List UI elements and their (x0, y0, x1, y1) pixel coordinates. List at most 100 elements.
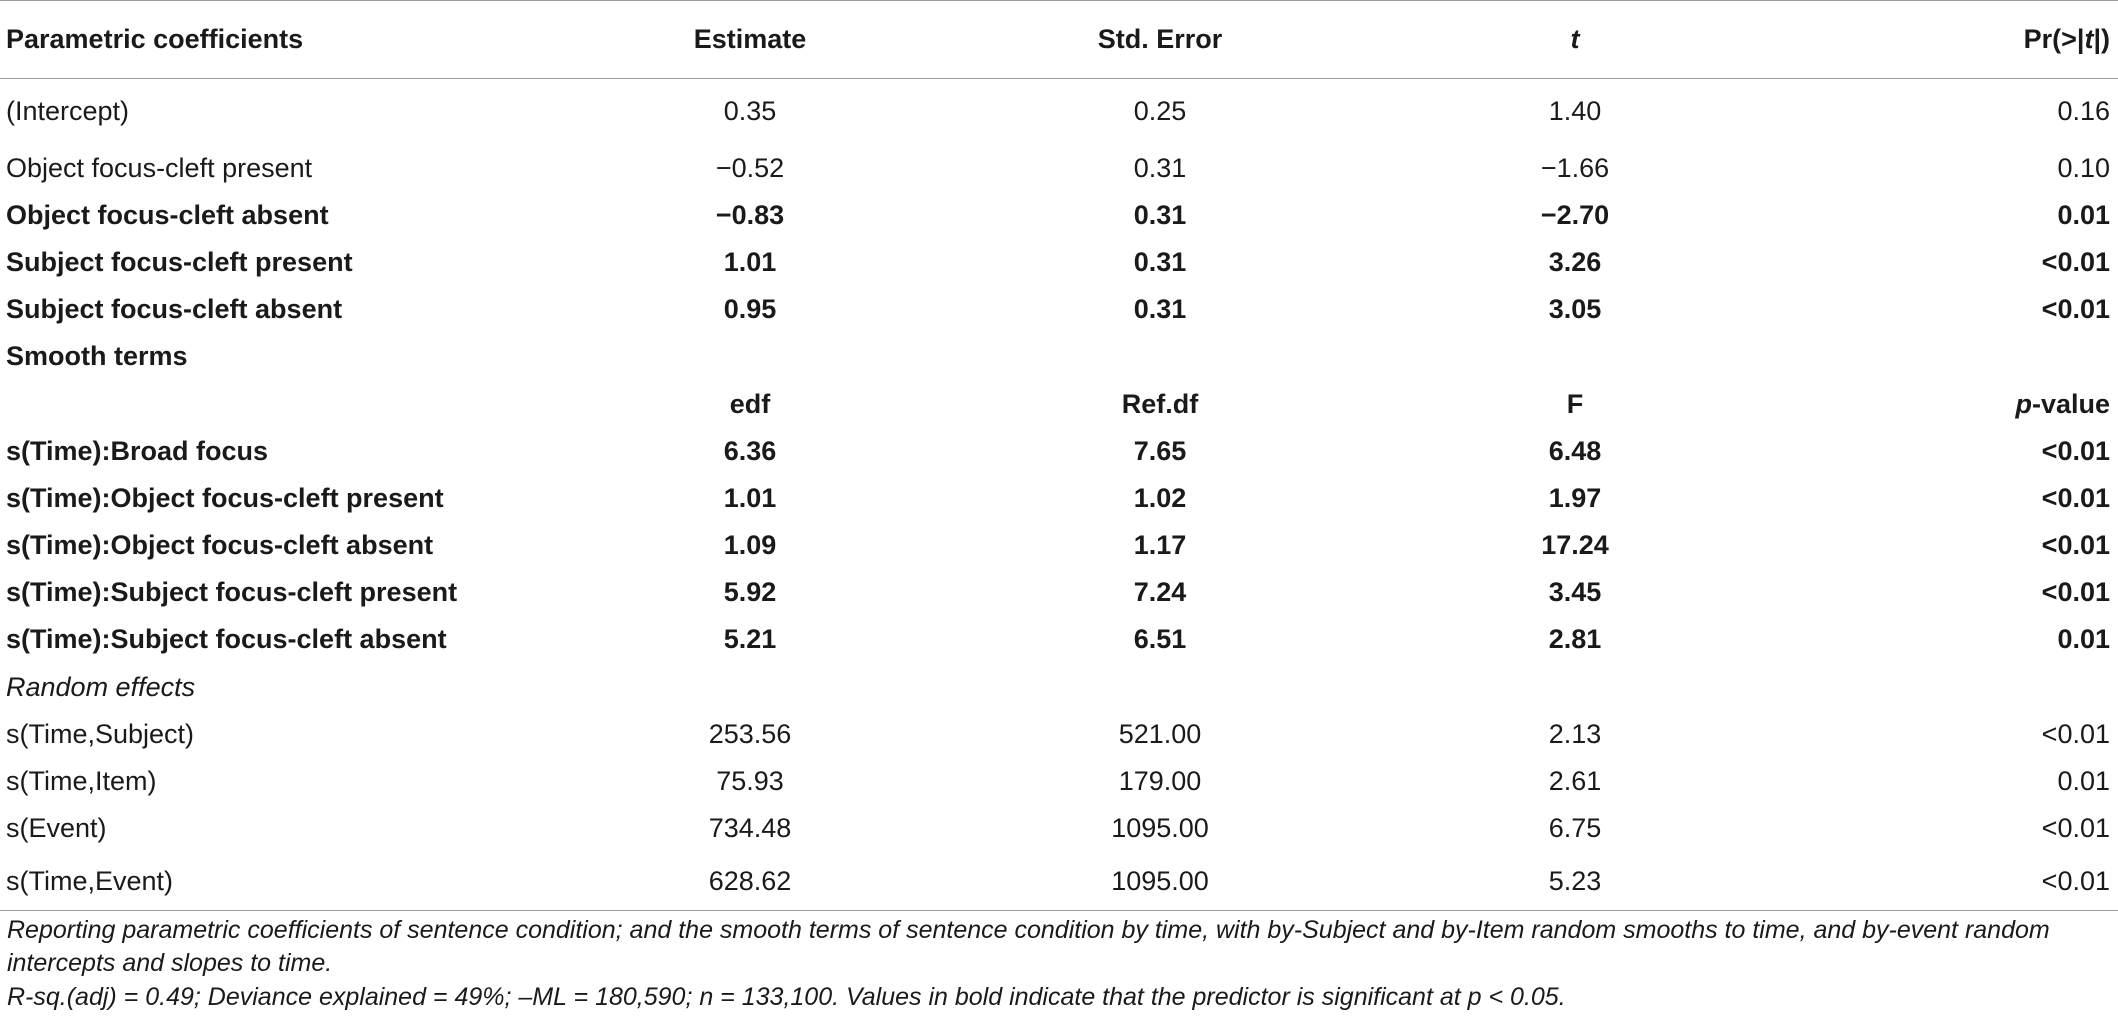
row-label: Subject focus-cleft absent (6, 294, 343, 325)
t-cell: 3.05 (1548, 294, 1602, 325)
row-label: (Intercept) (6, 96, 130, 127)
f-cell: 2.61 (1548, 766, 1602, 797)
f-cell: 17.24 (1541, 530, 1609, 561)
p-cell: <0.01 (1770, 852, 2118, 911)
row-label: s(Time):Object focus-cleft absent (6, 530, 434, 561)
table-row: Subject focus-cleft present 1.01 0.31 3.26 <… (0, 239, 2118, 286)
edf-cell: 75.93 (716, 766, 784, 797)
p-cell: 0.01 (2057, 624, 2110, 655)
t-cell: −2.70 (1540, 199, 1610, 230)
table-row: s(Time):Broad focus 6.36 7.65 6.48 <0.01 (0, 428, 2118, 475)
table-row: Object focus-cleft absent −0.83 0.31 −2.70 0… (0, 192, 2118, 239)
f-cell: 2.13 (1548, 718, 1602, 749)
f-cell: 6.75 (1548, 813, 1602, 844)
table-header-row: Parametric coefficients Estimate Std. Er… (0, 0, 2118, 79)
p-cell: <0.01 (2041, 813, 2110, 844)
ref-df-cell: 1.02 (1133, 482, 1187, 513)
row-label: s(Event) (6, 813, 107, 844)
std-error-cell: 0.31 (1133, 294, 1187, 325)
header-std-error: Std. Error (940, 0, 1380, 79)
std-error-cell: 0.31 (1133, 199, 1187, 230)
ref-df-cell: 1.17 (1133, 530, 1187, 561)
f-cell: 1.97 (1548, 482, 1602, 513)
header-f: F (1566, 388, 1584, 419)
results-table-container: Parametric coefficients Estimate Std. Er… (0, 0, 2118, 911)
table-row: s(Time):Subject focus-cleft absent 5.21 6.… (0, 616, 2118, 663)
smooth-terms-section-row: Smooth terms (0, 333, 2118, 380)
header-p-t: t (2084, 24, 2094, 54)
std-error-cell: 0.25 (1133, 96, 1187, 127)
ref-df-cell: 1095.00 (1111, 813, 1209, 844)
ref-df-cell: 1095.00 (940, 852, 1380, 911)
table-row: s(Time):Object focus-cleft absent 1.09 1.1… (0, 522, 2118, 569)
p-cell: 0.16 (2057, 96, 2110, 127)
f-cell: 3.45 (1548, 577, 1602, 608)
p-cell: <0.01 (2041, 294, 2110, 325)
row-label: s(Time):Subject focus-cleft present (6, 577, 458, 608)
p-cell: 0.10 (2057, 152, 2110, 183)
table-row: Object focus-cleft present −0.52 0.31 −1.66… (0, 145, 2118, 192)
row-label: s(Time,Event) (0, 852, 560, 911)
f-cell: 6.48 (1548, 435, 1602, 466)
edf-cell: 734.48 (708, 813, 792, 844)
estimate-cell: −0.83 (715, 199, 785, 230)
note-line-1: Reporting parametric coefficients of sen… (7, 916, 2050, 977)
edf-cell: 5.21 (723, 624, 777, 655)
table-row: (Intercept) 0.35 0.25 1.40 0.16 (0, 79, 2118, 145)
results-table: Parametric coefficients Estimate Std. Er… (0, 0, 2118, 911)
header-smooth-p-value: p-value (1770, 380, 2118, 427)
header-estimate: Estimate (560, 0, 940, 79)
table-row: s(Time):Object focus-cleft present 1.01 1.… (0, 475, 2118, 522)
table-row: s(Event) 734.48 1095.00 6.75 <0.01 (0, 805, 2118, 852)
ref-df-cell: 179.00 (1118, 766, 1202, 797)
p-cell: 0.01 (2057, 199, 2110, 230)
p-cell: <0.01 (2041, 718, 2110, 749)
ref-df-cell: 7.65 (1133, 435, 1187, 466)
table-row: Subject focus-cleft absent 0.95 0.31 3.05 <0… (0, 286, 2118, 333)
row-label: s(Time,Subject) (6, 718, 195, 749)
smooth-terms-label: Smooth terms (6, 341, 188, 372)
header-parametric-coefficients: Parametric coefficients (0, 0, 560, 79)
estimate-cell: 0.35 (723, 96, 777, 127)
row-label: s(Time):Object focus-cleft present (6, 482, 444, 513)
edf-cell: 1.01 (723, 482, 777, 513)
t-cell: 1.40 (1548, 96, 1602, 127)
random-effects-label: Random effects (6, 671, 196, 702)
table-body: (Intercept) 0.35 0.25 1.40 0.16 Object focus-… (0, 79, 2118, 911)
p-cell: <0.01 (2041, 246, 2110, 277)
header-t: t (1380, 0, 1770, 79)
p-cell: <0.01 (2041, 482, 2110, 513)
ref-df-cell: 7.24 (1133, 577, 1187, 608)
p-cell: <0.01 (2041, 530, 2110, 561)
estimate-cell: 1.01 (723, 246, 777, 277)
t-cell: 3.26 (1548, 246, 1602, 277)
table-row: s(Time,Subject) 253.56 521.00 2.13 <0.01 (0, 711, 2118, 758)
f-cell: 5.23 (1380, 852, 1770, 911)
estimate-cell: −0.52 (715, 152, 785, 183)
header-p-pre: Pr(>| (2023, 24, 2085, 54)
f-cell: 2.81 (1548, 624, 1602, 655)
row-label: Object focus-cleft absent (6, 199, 329, 230)
row-label: s(Time):Subject focus-cleft absent (6, 624, 447, 655)
header-p-value: Pr(>|t|) (1770, 0, 2118, 79)
random-effects-section-row: Random effects (0, 664, 2118, 711)
header-edf: edf (729, 388, 771, 419)
table-row: s(Time,Event) 628.62 1095.00 5.23 <0.01 (0, 852, 2118, 911)
table-notes: Reporting parametric coefficients of sen… (0, 914, 2117, 1014)
header-p-post: |) (2093, 24, 2110, 54)
std-error-cell: 0.31 (1133, 246, 1187, 277)
ref-df-cell: 521.00 (1118, 718, 1202, 749)
table-row: s(Time,Item) 75.93 179.00 2.61 0.01 (0, 758, 2118, 805)
std-error-cell: 0.31 (1133, 152, 1187, 183)
p-cell: <0.01 (2041, 435, 2110, 466)
p-cell: <0.01 (2041, 577, 2110, 608)
smooth-header-blank (0, 380, 560, 427)
estimate-cell: 0.95 (723, 294, 777, 325)
edf-cell: 628.62 (560, 852, 940, 911)
ref-df-cell: 6.51 (1133, 624, 1187, 655)
t-cell: −1.66 (1540, 152, 1610, 183)
row-label: s(Time,Item) (6, 766, 157, 797)
p-cell: 0.01 (2057, 766, 2110, 797)
note-line-2: R-sq.(adj) = 0.49; Deviance explained = … (7, 983, 1566, 1011)
